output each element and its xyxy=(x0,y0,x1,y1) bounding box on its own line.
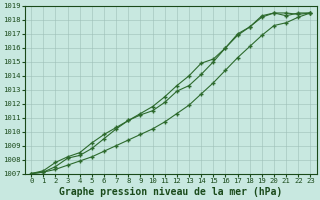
X-axis label: Graphe pression niveau de la mer (hPa): Graphe pression niveau de la mer (hPa) xyxy=(59,186,283,197)
